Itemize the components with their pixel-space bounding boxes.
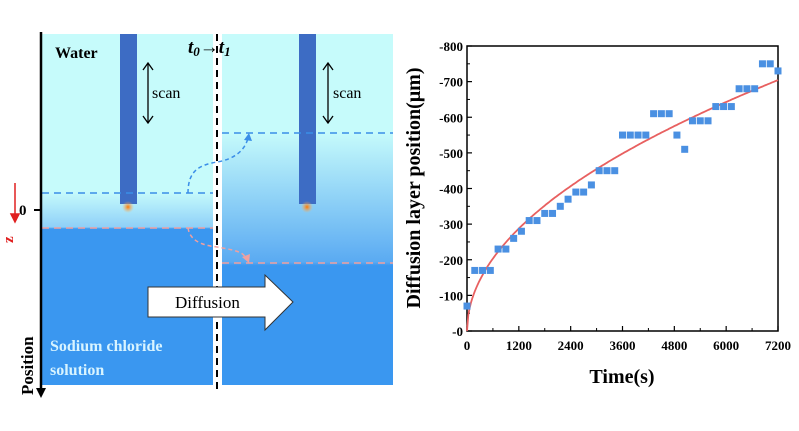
data-point <box>727 103 735 111</box>
data-point <box>572 188 580 196</box>
scan-label-t0: scan <box>152 85 180 102</box>
probe-tip-t1 <box>301 201 313 213</box>
zero-label: 0 <box>19 203 27 219</box>
data-point <box>471 266 479 274</box>
x-tick-label: 4800 <box>661 338 687 353</box>
data-point <box>774 67 782 75</box>
data-point <box>696 117 704 125</box>
data-point <box>642 131 650 139</box>
x-axis-label: Time(s) <box>589 366 654 388</box>
scan-label-t1: scan <box>333 85 361 102</box>
y-tick-label: -200 <box>439 253 463 268</box>
data-point <box>751 85 759 93</box>
y-tick-label: -100 <box>439 288 463 303</box>
data-point <box>549 209 557 217</box>
position-arrowhead <box>36 388 46 398</box>
data-point <box>681 145 689 153</box>
position-label: Position <box>18 336 37 395</box>
data-point <box>502 245 510 253</box>
water-label: Water <box>55 45 98 62</box>
data-point <box>650 110 658 118</box>
x-tick-label: 0 <box>464 338 471 353</box>
data-point <box>712 103 720 111</box>
diffusion-label: Diffusion <box>175 293 240 312</box>
data-point <box>673 131 681 139</box>
solution-label: Sodium chloride solution <box>50 338 162 379</box>
data-point <box>580 188 588 196</box>
x-tick-label: 1200 <box>506 338 532 353</box>
data-point <box>525 217 533 225</box>
upper-shift-arrowhead <box>244 133 252 141</box>
data-point <box>619 131 626 139</box>
lower-shift-arrow <box>187 227 247 259</box>
scan-arrow-icon <box>142 61 334 125</box>
z-arrow-icon <box>9 183 21 224</box>
data-point <box>743 85 751 93</box>
diffusion-diagram: scan scan Water t0→t1 Diffusion Sodium c… <box>1 32 393 398</box>
lower-shift-arrowhead <box>242 254 250 263</box>
data-point <box>510 234 518 242</box>
data-point <box>634 131 642 139</box>
diffusion-arrow-icon <box>147 273 294 332</box>
data-point <box>587 181 595 189</box>
y-tick-label: -500 <box>439 146 463 161</box>
x-tick-label: 2400 <box>558 338 584 353</box>
z-label: z <box>1 236 17 243</box>
data-point <box>657 110 665 118</box>
y-tick-label: -400 <box>439 182 463 197</box>
data-point <box>595 167 603 175</box>
data-point <box>704 117 712 125</box>
data-point <box>517 227 525 235</box>
y-tick-label: -600 <box>439 110 463 125</box>
y-tick-label: -0 <box>452 324 463 339</box>
data-point <box>603 167 611 175</box>
data-point <box>758 60 766 68</box>
x-tick-label: 6000 <box>713 338 739 353</box>
data-point <box>463 302 471 310</box>
data-point <box>541 209 549 217</box>
plot-frame <box>466 45 779 332</box>
data-point <box>688 117 696 125</box>
probe-t1 <box>299 34 316 204</box>
y-tick-label: -800 <box>439 39 463 54</box>
y-tick-label: -700 <box>439 75 463 90</box>
data-point <box>735 85 743 93</box>
data-point <box>626 131 634 139</box>
data-point <box>494 245 502 253</box>
data-point <box>564 195 572 203</box>
fit-curve <box>466 79 779 332</box>
data-point <box>766 60 774 68</box>
y-tick-label: -300 <box>439 217 463 232</box>
data-point <box>556 202 564 210</box>
diffusion-chart: 0 1200 2400 3600 4800 6000 7200 -0 -100 -200 -300 -… <box>403 39 791 388</box>
data-point <box>479 266 487 274</box>
data-point <box>486 266 494 274</box>
data-point <box>533 217 541 225</box>
x-tick-label: 3600 <box>610 338 636 353</box>
upper-shift-arrow <box>187 137 249 194</box>
x-tick-label: 7200 <box>765 338 791 353</box>
time-label: t0→t1 <box>188 37 231 59</box>
probe-tip-t0 <box>122 201 134 213</box>
y-axis-label: Diffusion layer position(μm) <box>403 68 425 309</box>
data-point <box>611 167 619 175</box>
data-point <box>665 110 673 118</box>
data-point <box>720 103 728 111</box>
probe-t0 <box>120 34 137 204</box>
